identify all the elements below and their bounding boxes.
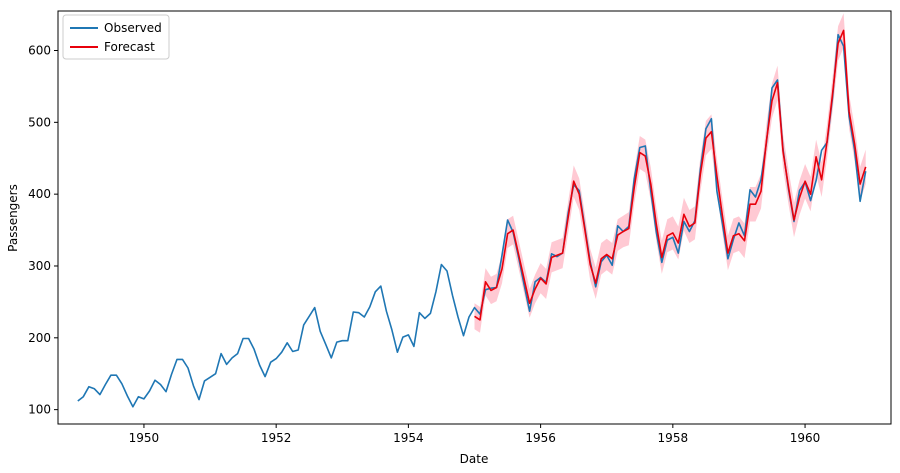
x-tick-label: 1960 [790, 431, 821, 445]
forecast-confidence-band-layer [474, 13, 866, 333]
legend-label-observed: Observed [104, 21, 162, 35]
x-tick-label: 1952 [261, 431, 292, 445]
x-axis-label: Date [460, 452, 489, 466]
y-axis-ticks: 100 200 300 400 500 600 [28, 44, 58, 417]
y-tick-label: 200 [28, 331, 51, 345]
x-axis-ticks: 1950 1952 1954 1956 1958 1960 [129, 424, 821, 445]
forecast-confidence-band [474, 13, 866, 333]
y-tick-label: 500 [28, 115, 51, 129]
plot-frame [57, 10, 892, 425]
legend-label-forecast: Forecast [104, 40, 155, 54]
y-tick-label: 100 [28, 403, 51, 417]
y-tick-label: 300 [28, 259, 51, 273]
series-line-observed [77, 33, 867, 408]
y-axis-label: Passengers [6, 184, 20, 252]
x-tick-label: 1950 [129, 431, 160, 445]
x-tick-label: 1958 [658, 431, 689, 445]
y-tick-label: 400 [28, 187, 51, 201]
legend: Observed Forecast [62, 14, 170, 60]
x-tick-label: 1956 [525, 431, 556, 445]
x-tick-label: 1954 [393, 431, 424, 445]
series-line-forecast [474, 29, 867, 321]
y-tick-label: 600 [28, 44, 51, 58]
series-lines-layer [77, 29, 867, 408]
